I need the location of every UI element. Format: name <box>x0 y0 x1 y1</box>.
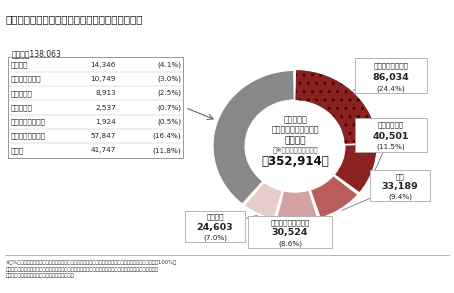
Bar <box>8 57 183 158</box>
Text: 86,034: 86,034 <box>373 73 410 81</box>
Text: (7.0%): (7.0%) <box>203 235 227 241</box>
Text: 雇い止め: 雇い止め <box>11 61 29 68</box>
Text: 退職勧奨: 退職勧奨 <box>206 214 224 220</box>
Text: その他の労働条件: その他の労働条件 <box>11 133 46 139</box>
Text: 解雇: 解雇 <box>395 173 405 180</box>
Text: 出向・配置転換: 出向・配置転換 <box>11 76 42 82</box>
Wedge shape <box>276 190 318 222</box>
Text: 自己都合退職: 自己都合退職 <box>378 122 404 128</box>
Wedge shape <box>296 70 377 144</box>
Wedge shape <box>213 70 294 204</box>
Text: （※内訳延べ合計件数）: （※内訳延べ合計件数） <box>272 146 318 153</box>
FancyBboxPatch shape <box>370 170 430 201</box>
Text: (11.5%): (11.5%) <box>377 144 405 150</box>
Text: ほか　計138,063: ほか 計138,063 <box>12 49 62 58</box>
Text: 10,749: 10,749 <box>91 76 116 82</box>
Wedge shape <box>244 182 282 219</box>
FancyBboxPatch shape <box>248 216 332 248</box>
Text: 募集・採用: 募集・採用 <box>11 104 33 111</box>
Text: 14,346: 14,346 <box>91 62 116 68</box>
Text: いじめ・嫌がらせ: いじめ・嫌がらせ <box>374 62 409 69</box>
FancyBboxPatch shape <box>355 118 427 151</box>
Text: (16.4%): (16.4%) <box>153 133 181 139</box>
Text: 41,747: 41,747 <box>91 147 116 154</box>
Text: (3.0%): (3.0%) <box>157 76 181 82</box>
Text: 雇用管理等: 雇用管理等 <box>11 90 33 96</box>
Text: 2,537: 2,537 <box>95 105 116 110</box>
Text: 24,603: 24,603 <box>197 223 233 232</box>
Text: 33,189: 33,189 <box>382 182 419 191</box>
Text: その他: その他 <box>11 147 24 154</box>
Text: (4.1%): (4.1%) <box>157 61 181 68</box>
FancyBboxPatch shape <box>185 211 245 242</box>
Text: 57,847: 57,847 <box>91 133 116 139</box>
Wedge shape <box>334 144 377 193</box>
Text: （２）民事上の個別労働紛争｜相談内容別の件数: （２）民事上の個別労働紛争｜相談内容別の件数 <box>5 14 143 24</box>
Text: 労働条件の引き下げ: 労働条件の引き下げ <box>270 219 310 226</box>
Text: 令和３年度: 令和３年度 <box>283 116 307 125</box>
Text: (9.4%): (9.4%) <box>388 194 412 200</box>
Text: 30,524: 30,524 <box>272 228 308 237</box>
Wedge shape <box>311 176 358 218</box>
Text: (2.5%): (2.5%) <box>157 90 181 96</box>
Text: 40,501: 40,501 <box>373 132 409 141</box>
Text: 1,924: 1,924 <box>95 119 116 125</box>
Text: (8.6%): (8.6%) <box>278 240 302 247</box>
Text: 採用内定取り消し: 採用内定取り消し <box>11 118 46 125</box>
FancyBboxPatch shape <box>355 58 427 93</box>
Text: 相談件数: 相談件数 <box>284 136 306 145</box>
Text: ※　%は相談内容の全体（内訳延べ合計件数）に占める割合。合計値は、四捨五入による端数処理の関係で100%に
ならないことがある。なお、内訳延べ合計件数は、１回の: ※ %は相談内容の全体（内訳延べ合計件数）に占める割合。合計値は、四捨五入による… <box>5 260 177 278</box>
Text: 民事上の個別労働紛争: 民事上の個別労働紛争 <box>271 125 319 134</box>
Text: (11.8%): (11.8%) <box>153 147 181 154</box>
Text: (24.4%): (24.4%) <box>377 86 405 92</box>
Text: 8,913: 8,913 <box>95 90 116 96</box>
Text: (0.7%): (0.7%) <box>157 104 181 111</box>
Text: 計352,914件: 計352,914件 <box>261 155 329 168</box>
Text: (0.5%): (0.5%) <box>157 119 181 125</box>
